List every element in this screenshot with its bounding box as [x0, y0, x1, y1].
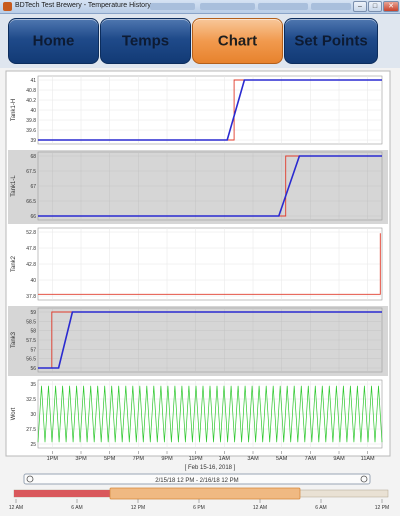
timeline-tick-label: 12 PM [375, 505, 389, 511]
x-tick-label: 3AM [247, 456, 259, 462]
tab-set-points[interactable]: Set Points [284, 18, 378, 64]
x-tick-label: 9AM [333, 456, 345, 462]
temperature-series [38, 155, 382, 217]
x-tick-label: 5PM [104, 456, 116, 462]
timeline-tick-label: 6 AM [71, 505, 82, 511]
timeline-tick-label: 12 AM [9, 505, 23, 511]
y-axis-label: Tank1-H [11, 99, 17, 121]
y-axis-label: Wort [11, 407, 17, 420]
y-tick-label: 57 [30, 347, 36, 353]
range-input[interactable] [23, 473, 371, 485]
y-tick-label: 27.5 [26, 427, 36, 433]
zoom-in-icon[interactable] [360, 475, 368, 483]
x-tick-label: 11PM [189, 456, 203, 462]
window-title: BDTech Test Brewery - Temperature Histor… [15, 2, 151, 9]
y-tick-label: 40 [30, 108, 36, 114]
chart-area: 41 40.8 40.2 40 39.8 39.6 39 Tank1-H 68 67.5 67 66.… [0, 68, 400, 516]
y-tick-label: 25 [30, 442, 36, 448]
y-tick-label: 47.8 [26, 246, 36, 252]
taskbar-item [258, 3, 308, 10]
temperature-series [38, 311, 382, 369]
y-tick-label: 56.5 [26, 357, 36, 363]
timeline-tick-label: 6 PM [193, 505, 205, 511]
y-tick-label: 42.8 [26, 262, 36, 268]
y-tick-label: 40.2 [26, 98, 36, 104]
y-tick-label: 57.5 [26, 338, 36, 344]
tab-label: Temps [121, 32, 170, 50]
y-axis-label: Tank3 [11, 331, 17, 348]
taskbar-item [311, 3, 351, 10]
y-tick-label: 52.8 [26, 230, 36, 236]
x-tick-label: 3PM [75, 456, 87, 462]
timeline-tick-label: 6 AM [315, 505, 326, 511]
y-tick-label: 37.8 [26, 294, 36, 300]
y-tick-label: 40.8 [26, 88, 36, 94]
maximize-button[interactable]: □ [368, 1, 382, 12]
tab-label: Home [32, 32, 75, 50]
y-tick-label: 39.6 [26, 128, 36, 134]
y-tick-label: 39.8 [26, 118, 36, 124]
taskbar-item [150, 3, 195, 10]
range-label: 2/15/18 12 PM - 2/16/18 12 PM [155, 478, 238, 484]
taskbar-item [200, 3, 255, 10]
y-tick-label: 39 [30, 138, 36, 144]
x-tick-label: 7PM [133, 456, 145, 462]
setpoint-series [38, 233, 381, 295]
x-axis-label: [ Feb 15-16, 2018 ] [185, 465, 236, 471]
timeline-selection-handle[interactable] [109, 487, 301, 500]
window-titlebar: BDTech Test Brewery - Temperature Histor… [0, 0, 400, 14]
y-tick-label: 68 [30, 154, 36, 160]
tab-home[interactable]: Home [8, 18, 99, 64]
x-tick-label: 1PM [47, 456, 59, 462]
tab-label: Chart [217, 32, 258, 50]
timeline-tick-label: 12 AM [253, 505, 267, 511]
x-tick-label: 9PM [161, 456, 173, 462]
y-tick-label: 58 [30, 329, 36, 335]
x-tick-label: 11AM [361, 456, 375, 462]
tab-bar: Home Temps Chart Set Points [0, 14, 400, 68]
tab-temps[interactable]: Temps [100, 18, 191, 64]
tab-label: Set Points [294, 32, 368, 50]
y-tick-label: 30 [30, 412, 36, 418]
app-icon [3, 2, 12, 11]
y-tick-label: 58.5 [26, 319, 36, 325]
y-axis-label: Tank2 [11, 255, 17, 272]
y-tick-label: 66.5 [26, 199, 36, 205]
minimize-button[interactable]: – [353, 1, 367, 12]
x-tick-label: 5AM [276, 456, 288, 462]
y-tick-label: 66 [30, 214, 36, 220]
wort-flow-series [37, 385, 383, 443]
temperature-series [38, 79, 382, 141]
x-tick-label: 7AM [305, 456, 317, 462]
y-tick-label: 41 [30, 78, 36, 84]
y-tick-label: 67.5 [26, 169, 36, 175]
y-tick-label: 32.5 [26, 397, 36, 403]
y-tick-label: 40 [30, 278, 36, 284]
y-tick-label: 35 [30, 382, 36, 388]
timeline-history-range [14, 490, 110, 497]
timeline-tick-label: 12 PM [131, 505, 145, 511]
close-button[interactable]: ✕ [383, 1, 399, 12]
y-tick-label: 56 [30, 366, 36, 372]
y-tick-label: 59 [30, 310, 36, 316]
x-tick-label: 1AM [219, 456, 231, 462]
zoom-out-icon[interactable] [26, 475, 34, 483]
y-tick-label: 67 [30, 184, 36, 190]
tab-chart[interactable]: Chart [192, 18, 283, 64]
temperature-history-chart[interactable]: 41 40.8 40.2 40 39.8 39.6 39 Tank1-H 68 67.5 67 66.… [0, 68, 400, 516]
y-axis-label: Tank1-L [11, 175, 17, 197]
